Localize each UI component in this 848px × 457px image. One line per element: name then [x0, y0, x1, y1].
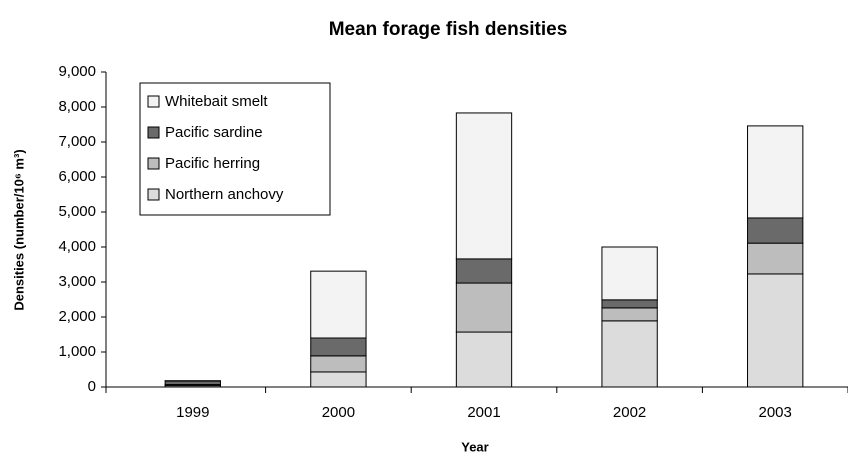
- bar-segment: [747, 273, 804, 388]
- y-tick-label: 9,000: [58, 63, 96, 80]
- bar-segment: [747, 125, 804, 219]
- y-tick-label: 0: [88, 378, 96, 395]
- y-tick-label: 2,000: [58, 308, 96, 325]
- legend-label: Whitebait smelt: [165, 93, 268, 110]
- x-tick-label: 2003: [759, 404, 792, 421]
- legend-swatch: [147, 157, 160, 170]
- bar-segment: [455, 331, 513, 388]
- legend-label: Northern anchovy: [165, 186, 284, 203]
- y-tick-label: 8,000: [58, 98, 96, 115]
- bar-segment: [601, 320, 658, 388]
- legend-label: Pacific sardine: [165, 124, 263, 141]
- bar-segment: [310, 270, 367, 339]
- x-axis-title: Year: [461, 439, 488, 454]
- legend-swatch: [147, 188, 160, 201]
- legend-label: Pacific herring: [165, 155, 260, 172]
- y-tick-label: 1,000: [58, 343, 96, 360]
- legend-swatch: [147, 126, 160, 139]
- bar-segment: [310, 337, 367, 357]
- bar-segment: [747, 217, 804, 244]
- y-tick-label: 5,000: [58, 203, 96, 220]
- bar-segment: [455, 258, 513, 284]
- y-tick-label: 3,000: [58, 273, 96, 290]
- legend-swatch: [147, 95, 160, 108]
- y-tick-label: 4,000: [58, 238, 96, 255]
- bar-segment: [310, 371, 367, 388]
- y-tick-label: 6,000: [58, 168, 96, 185]
- bar-segment: [601, 299, 658, 309]
- y-axis-title: Densities (number/10⁶ m³): [11, 149, 26, 310]
- bar-segment: [601, 307, 658, 322]
- bar-segment: [601, 246, 658, 301]
- x-tick-label: 1999: [176, 404, 209, 421]
- x-tick-label: 2002: [613, 404, 646, 421]
- chart-title: Mean forage fish densities: [329, 19, 568, 40]
- bar-segment: [455, 282, 513, 333]
- x-tick-label: 2000: [322, 404, 355, 421]
- y-tick-label: 7,000: [58, 133, 96, 150]
- bar-segment: [164, 380, 221, 386]
- bar-segment: [310, 355, 367, 373]
- x-tick-label: 2001: [467, 404, 500, 421]
- legend-box: [139, 82, 331, 216]
- bar-segment: [455, 112, 513, 260]
- bar-segment: [747, 242, 804, 275]
